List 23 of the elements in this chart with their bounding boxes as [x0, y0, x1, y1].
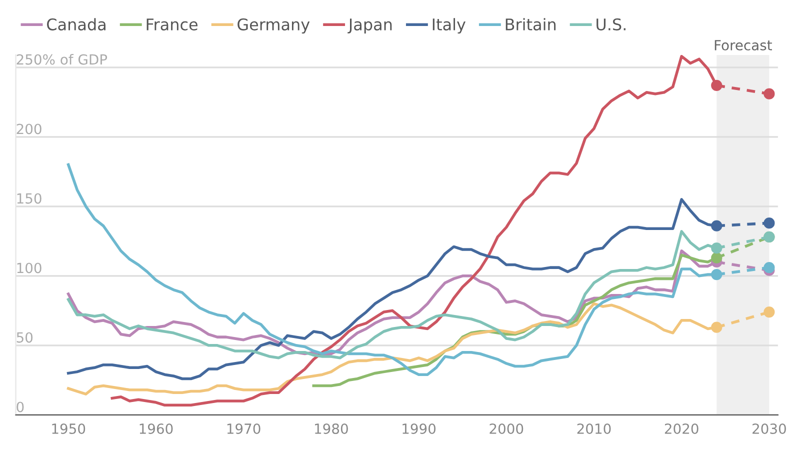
x-tick-label: 1950: [52, 423, 86, 434]
y-tick-label: 150: [17, 193, 42, 204]
y-tick-label: 200: [16, 124, 42, 134]
x-tick-label: 2000: [490, 423, 524, 434]
legend-label: Canada: [47, 18, 106, 30]
y-tick-label: 250% of GDP: [16, 54, 108, 65]
x-tick-label: 2030: [752, 423, 786, 434]
y-tick-label: 0: [16, 402, 24, 412]
legend-label: Italy: [432, 18, 466, 34]
band-label: Forecast: [714, 40, 772, 50]
x-tick-label: 2010: [577, 423, 611, 434]
x-tick-label: 1960: [140, 423, 173, 434]
legend-label: Britain: [506, 18, 556, 30]
y-tick-label: 100: [17, 262, 42, 274]
x-tick-label: 2020: [664, 423, 698, 434]
x-tick-label: 1970: [227, 423, 260, 434]
legend-label: Japan: [348, 18, 392, 34]
legend-label: France: [146, 18, 198, 30]
legend-label: Germany: [238, 18, 310, 34]
x-tick-label: 1990: [402, 423, 436, 434]
x-tick-label: 1980: [315, 423, 348, 434]
y-tick-label: 50: [16, 332, 33, 343]
legend-label: U.S.: [596, 18, 626, 30]
